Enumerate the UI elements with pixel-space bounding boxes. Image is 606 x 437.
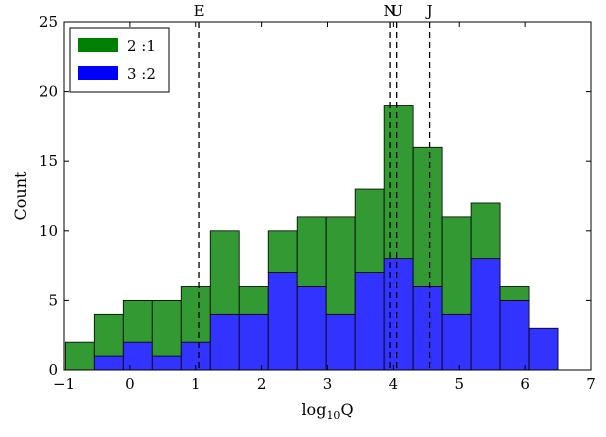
bar-series-2-1 <box>499 286 530 301</box>
bar-series-2-1 <box>470 202 501 260</box>
bar-series-2-1 <box>122 299 153 343</box>
x-tick-label: 3 <box>323 375 333 393</box>
bar-series-3-2 <box>267 272 298 371</box>
x-tick-label: 1 <box>191 375 201 393</box>
annotation-label: E <box>194 2 205 20</box>
x-tick-label: 5 <box>454 375 464 393</box>
bar-series-2-1 <box>209 230 240 315</box>
bar-series-2-1 <box>267 230 298 273</box>
legend-swatch <box>78 66 118 80</box>
bar-series-3-2 <box>238 313 269 371</box>
x-tick-label: 7 <box>586 375 596 393</box>
legend-label: 3 :2 <box>127 65 156 83</box>
bar-series-3-2 <box>528 327 559 371</box>
x-axis-label: log10Q <box>301 400 353 422</box>
bar-series-2-1 <box>180 286 211 343</box>
bar-series-2-1 <box>441 216 472 315</box>
y-tick-label: 25 <box>39 13 58 31</box>
annotation-label: J <box>425 2 433 20</box>
y-tick-label: 10 <box>39 222 58 240</box>
y-tick-label: 15 <box>39 152 58 170</box>
bar-series-3-2 <box>93 355 124 371</box>
bar-series-2-1 <box>354 188 385 273</box>
legend-swatch <box>78 38 118 52</box>
bar-series-3-2 <box>296 286 327 371</box>
bar-series-2-1 <box>325 216 356 315</box>
annotation-label: N <box>384 2 397 20</box>
y-tick-label: 0 <box>48 361 58 379</box>
x-tick-label: −1 <box>53 375 75 393</box>
bar-series-2-1 <box>93 313 124 357</box>
x-tick-label: 4 <box>389 375 399 393</box>
x-tick-label: 6 <box>520 375 530 393</box>
bar-series-3-2 <box>354 272 385 371</box>
bar-series-3-2 <box>441 313 472 371</box>
bar-series-2-1 <box>383 105 414 260</box>
bar-series-3-2 <box>325 313 356 371</box>
bar-series-3-2 <box>122 341 153 371</box>
bar-series-2-1 <box>64 341 95 371</box>
legend: 2 :1 3 :2 <box>69 27 170 93</box>
bar-series-3-2 <box>470 258 501 371</box>
bar-series-2-1 <box>238 286 269 315</box>
legend-label: 2 :1 <box>127 37 156 55</box>
bar-series-3-2 <box>151 355 182 371</box>
x-tick-label: 0 <box>125 375 135 393</box>
bar-series-3-2 <box>383 258 414 371</box>
annotation-label: U <box>390 2 403 20</box>
y-tick-label: 5 <box>48 291 58 309</box>
bar-series-2-1 <box>412 146 443 287</box>
bar-series-3-2 <box>412 286 443 371</box>
y-axis-label: Count <box>11 171 30 220</box>
y-tick-label: 20 <box>39 83 58 101</box>
bar-series-2-1 <box>296 216 327 287</box>
bar-series-3-2 <box>499 299 530 371</box>
bar-series-2-1 <box>151 299 182 357</box>
bar-series-3-2 <box>209 313 240 371</box>
x-tick-label: 2 <box>257 375 267 393</box>
